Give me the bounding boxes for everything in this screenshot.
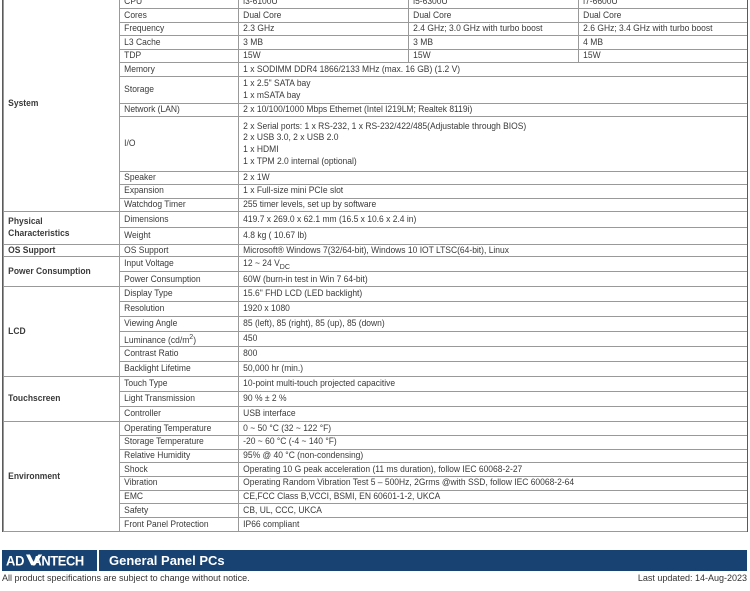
svg-text:AD: AD	[6, 553, 24, 568]
